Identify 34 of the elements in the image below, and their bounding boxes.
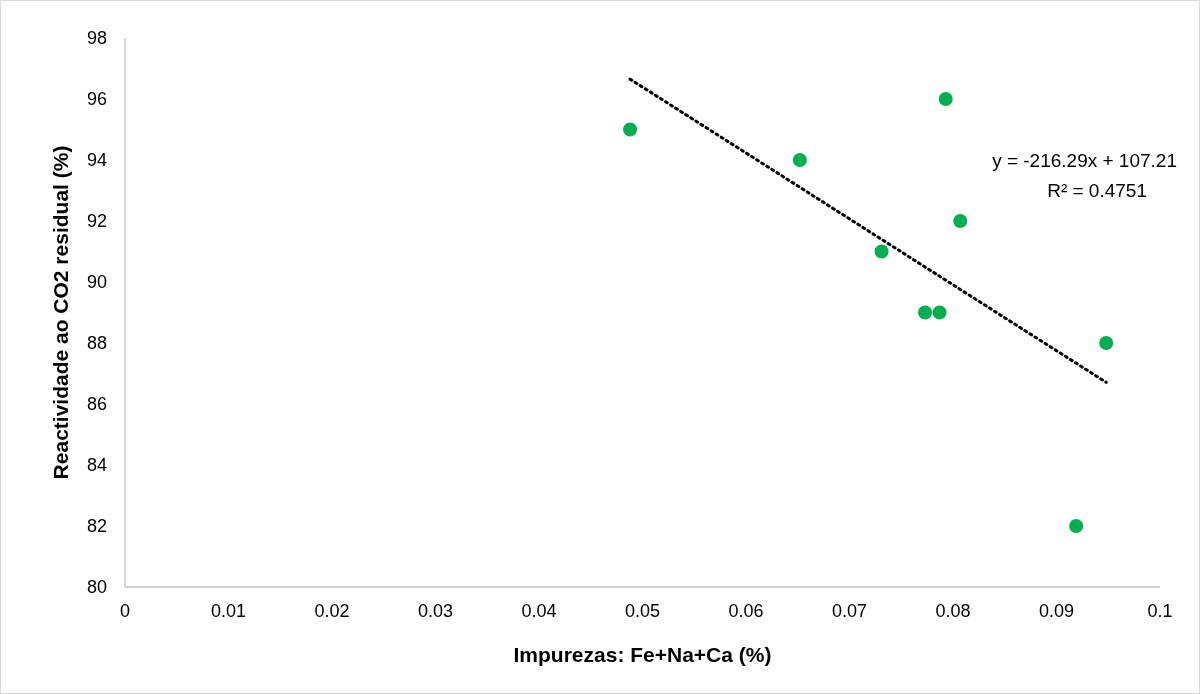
annotation: y = -216.29x + 107.21 bbox=[992, 150, 1177, 171]
x-tick-label: 0.09 bbox=[1038, 601, 1075, 621]
y-tick-label: 98 bbox=[86, 28, 107, 49]
x-axis-title: Impurezas: Fe+Na+Ca (%) bbox=[513, 643, 772, 666]
y-axis-title: Reactividade ao CO2 residual (%) bbox=[49, 145, 72, 480]
x-tick-label: 0.03 bbox=[417, 601, 454, 621]
y-tick-label: 90 bbox=[86, 272, 107, 293]
point bbox=[932, 305, 947, 320]
x-tick-label: 0.1 bbox=[1147, 601, 1173, 621]
point bbox=[792, 153, 807, 167]
y-tick-label: 86 bbox=[86, 394, 107, 415]
annotation: R² = 0.4751 bbox=[1047, 180, 1147, 201]
point bbox=[874, 244, 889, 259]
point bbox=[918, 305, 933, 320]
y-tick-label: 80 bbox=[86, 577, 107, 598]
x-tick-label: 0.08 bbox=[935, 601, 971, 621]
x-tick-label: 0.07 bbox=[831, 601, 868, 621]
point bbox=[953, 214, 968, 228]
y-tick-label: 94 bbox=[86, 150, 107, 171]
point bbox=[1069, 519, 1084, 533]
x-tick-label: 0.01 bbox=[210, 601, 247, 621]
y-tick-label: 96 bbox=[86, 89, 107, 110]
y-tick-label: 88 bbox=[86, 333, 107, 354]
point bbox=[1099, 336, 1114, 350]
point bbox=[623, 122, 638, 137]
y-tick-label: 92 bbox=[86, 211, 107, 232]
x-tick-label: 0.06 bbox=[728, 601, 764, 621]
point bbox=[938, 92, 953, 106]
x-tick-label: 0.05 bbox=[624, 601, 661, 621]
x-tick-label: 0.02 bbox=[314, 601, 350, 621]
y-tick-label: 82 bbox=[86, 516, 107, 537]
x-tick-label: 0.04 bbox=[521, 601, 557, 621]
y-tick-label: 84 bbox=[86, 455, 107, 476]
x-tick-label: 0 bbox=[119, 601, 131, 621]
